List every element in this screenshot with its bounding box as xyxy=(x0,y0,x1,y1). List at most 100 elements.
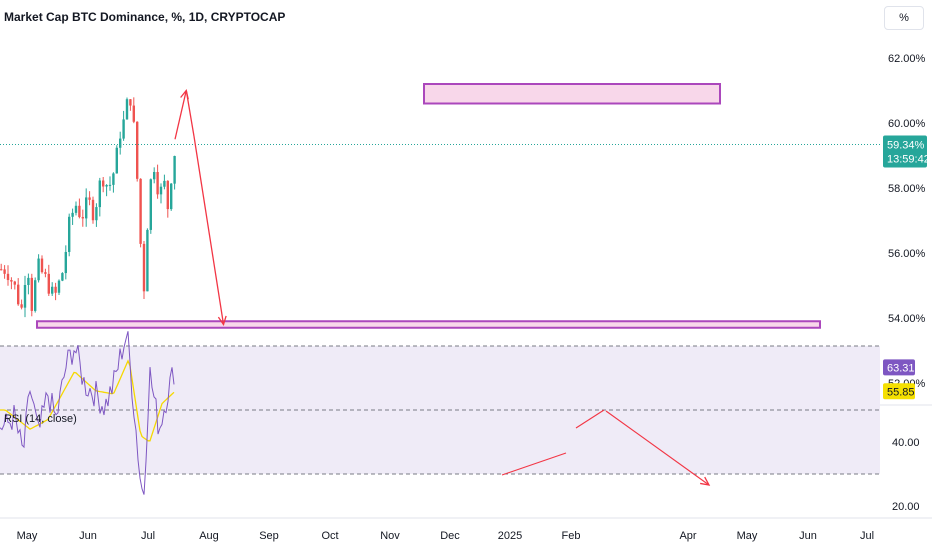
candle-body xyxy=(149,179,152,230)
time-tick-label: Oct xyxy=(321,530,338,542)
candle-body xyxy=(37,258,40,281)
candle-body xyxy=(44,272,47,274)
price-tick-label: 60.00% xyxy=(888,118,926,130)
rsi-value-badge xyxy=(883,359,915,376)
resistance-zone xyxy=(423,83,721,105)
candle xyxy=(27,273,30,295)
candle xyxy=(47,264,50,296)
candle xyxy=(13,280,16,290)
candle xyxy=(57,279,61,295)
candle xyxy=(51,282,54,296)
candle xyxy=(142,240,146,300)
chart-title: Market Cap BTC Dominance, %, 1D, CRYPTOC… xyxy=(4,10,286,24)
candle xyxy=(61,272,64,282)
candle-body xyxy=(98,180,101,208)
candle xyxy=(112,172,115,193)
candle-body xyxy=(74,205,78,213)
time-tick-label: Aug xyxy=(199,530,219,542)
candle xyxy=(37,254,40,283)
candle-body xyxy=(156,172,159,195)
candle-body xyxy=(40,258,44,273)
time-tick-label: Sep xyxy=(259,530,279,542)
last-price-badge: 59.34% 13:59:42 xyxy=(883,135,930,168)
candle-body xyxy=(85,197,88,219)
candle xyxy=(139,178,142,248)
candle-body xyxy=(34,280,37,311)
candle-body xyxy=(153,172,156,180)
candle xyxy=(30,273,33,317)
candle xyxy=(68,213,71,257)
candle-body xyxy=(3,269,6,274)
time-tick-label: Jul xyxy=(141,530,155,542)
candle xyxy=(170,182,173,211)
unit-button[interactable]: % xyxy=(884,6,924,30)
candle-body xyxy=(81,217,84,219)
candle xyxy=(132,97,135,124)
price-tick-label: 56.00% xyxy=(888,248,926,260)
candle xyxy=(44,268,47,278)
support-zone xyxy=(36,320,821,329)
rsi-projection-segment xyxy=(501,452,567,476)
candle-body xyxy=(166,180,169,210)
candle xyxy=(81,209,84,227)
candle xyxy=(71,208,74,225)
candle xyxy=(85,188,88,227)
time-tick-label: Feb xyxy=(562,530,581,542)
candle xyxy=(88,191,91,206)
time-tick-label: Nov xyxy=(380,530,400,542)
time-tick-label: Dec xyxy=(440,530,460,542)
candle xyxy=(108,176,112,191)
candle-body xyxy=(122,119,125,139)
rsi-ma-line xyxy=(0,359,175,442)
time-tick-label: Jul xyxy=(860,530,874,542)
candle-body xyxy=(136,121,139,179)
candle xyxy=(115,145,118,174)
candle-body xyxy=(64,251,67,274)
candle-body xyxy=(68,216,71,252)
candle-body xyxy=(51,286,54,294)
candle-body xyxy=(71,212,74,217)
candle-body xyxy=(159,186,163,195)
candle-body xyxy=(6,273,10,281)
candle-body xyxy=(23,285,27,308)
time-tick-label: May xyxy=(737,530,758,542)
candle-body xyxy=(13,281,16,285)
candle-body xyxy=(163,180,166,187)
candle xyxy=(122,110,125,141)
candle xyxy=(0,263,3,271)
price-tick-label: 54.00% xyxy=(888,313,926,325)
candle xyxy=(159,183,163,204)
candle xyxy=(54,282,57,301)
candle-body xyxy=(170,183,173,210)
candle-body xyxy=(112,173,115,185)
candle xyxy=(17,278,20,306)
price-tick-label: 58.00% xyxy=(888,183,926,195)
candle xyxy=(74,201,78,216)
rsi-projection-segment xyxy=(575,409,605,429)
candle xyxy=(173,155,176,190)
candle xyxy=(153,167,156,184)
candle-body xyxy=(142,243,146,292)
candle-body xyxy=(132,105,135,122)
candle-body xyxy=(17,284,20,305)
candle xyxy=(125,97,129,120)
rsi-line xyxy=(0,331,175,495)
candle-body xyxy=(108,184,112,186)
candle-body xyxy=(115,147,118,174)
rsi-band xyxy=(0,346,880,474)
candle xyxy=(23,275,27,318)
price-tick-label: 62.00% xyxy=(888,53,926,65)
candle-body xyxy=(61,273,64,281)
candle-body xyxy=(57,280,61,293)
time-tick-label: Jun xyxy=(79,530,97,542)
candle xyxy=(6,265,10,286)
candle-body xyxy=(47,273,50,294)
last-price-value: 59.34% xyxy=(887,139,925,151)
projection-arrowhead xyxy=(180,89,189,100)
candle-body xyxy=(78,205,81,218)
candle xyxy=(10,277,13,290)
candle-body xyxy=(105,184,108,187)
candle-body xyxy=(173,155,176,184)
projection-arrowhead xyxy=(217,315,227,326)
